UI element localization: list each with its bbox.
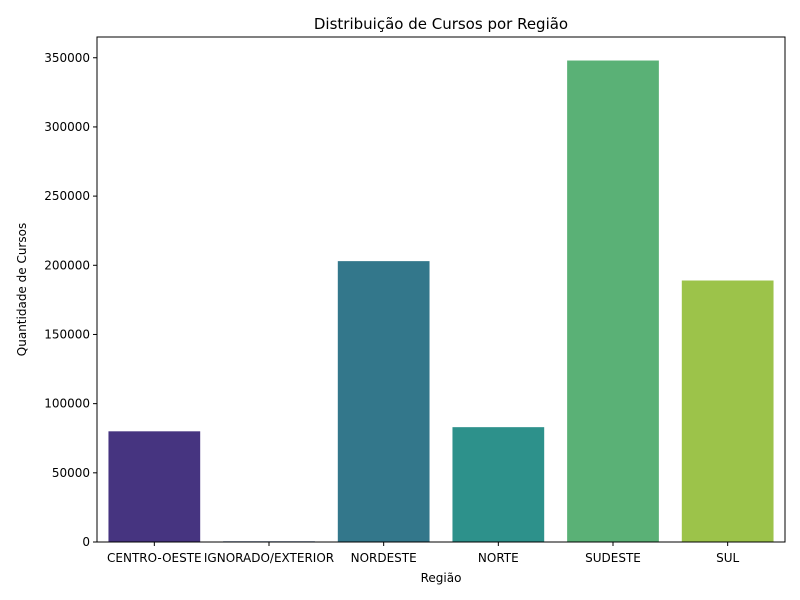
y-tick-label: 200000 bbox=[44, 258, 90, 272]
y-tick-label: 100000 bbox=[44, 397, 90, 411]
plot-frame bbox=[96, 36, 786, 543]
bar-norte bbox=[452, 427, 545, 542]
y-tick-label: 250000 bbox=[44, 189, 90, 203]
bars-group bbox=[108, 60, 774, 543]
bar-sul bbox=[681, 280, 774, 542]
bar-centro-oeste bbox=[108, 431, 201, 542]
y-tick-label: 300000 bbox=[44, 120, 90, 134]
y-tick-label: 350000 bbox=[44, 51, 90, 65]
x-tick-label: NORDESTE bbox=[351, 551, 417, 565]
x-tick-label: CENTRO-OESTE bbox=[107, 551, 202, 565]
x-axis-label: Região bbox=[421, 571, 462, 585]
x-axis: CENTRO-OESTE IGNORADO/EXTERIOR NORDESTE NOR… bbox=[107, 542, 740, 565]
y-tick-label: 50000 bbox=[52, 466, 90, 480]
y-axis-label: Quantidade de Cursos bbox=[15, 223, 29, 356]
x-tick-label: NORTE bbox=[478, 551, 519, 565]
x-tick-label: IGNORADO/EXTERIOR bbox=[204, 551, 334, 565]
y-tick-label: 0 bbox=[82, 535, 90, 549]
bar-sudeste bbox=[567, 60, 659, 543]
chart-title: Distribuição de Cursos por Região bbox=[314, 15, 568, 33]
bar-nordeste bbox=[337, 261, 430, 542]
y-axis: 0 50000 100000 150000 200000 250000 300000 3500… bbox=[44, 51, 97, 549]
x-tick-label: SUL bbox=[716, 551, 739, 565]
x-tick-label: SUDESTE bbox=[585, 551, 641, 565]
y-tick-label: 150000 bbox=[44, 327, 90, 341]
